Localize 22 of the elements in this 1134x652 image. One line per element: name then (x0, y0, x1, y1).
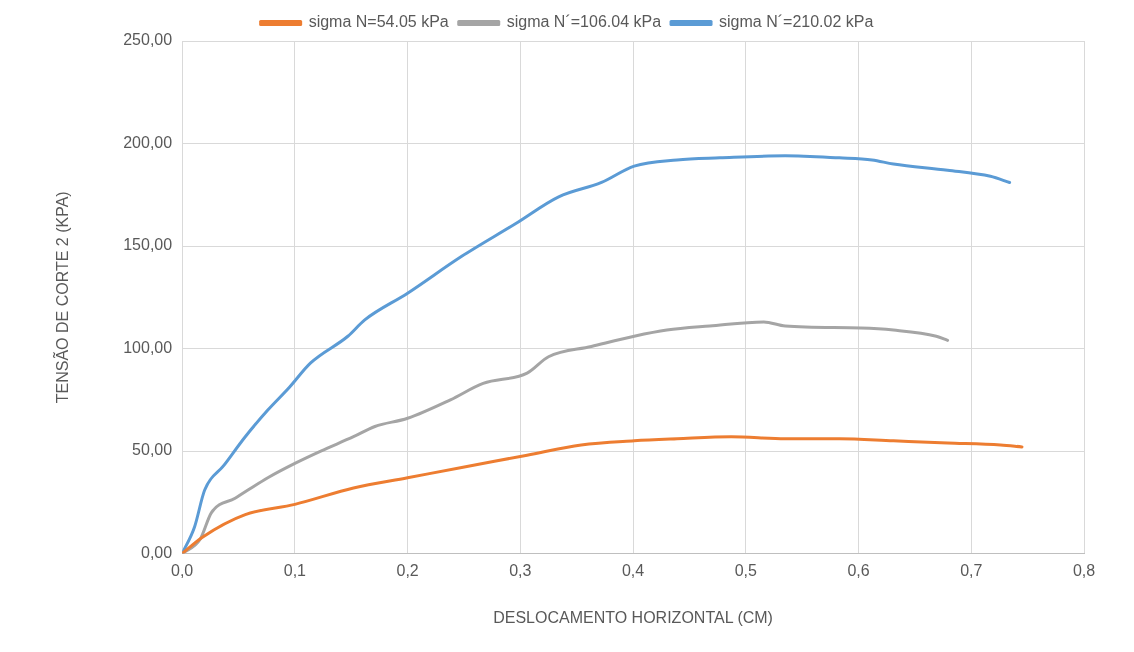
line-series (182, 435, 1024, 554)
y-tick-label: 150,00 (123, 236, 173, 254)
y-tick-label: 100,00 (123, 338, 173, 356)
y-axis-title: TENSÃO DE CORTE 2 (KPA) (52, 191, 72, 404)
x-axis-title: DESLOCAMENTO HORIZONTAL (CM) (493, 608, 773, 626)
x-tick-label: 0,5 (734, 561, 758, 579)
x-tick-label: 0,0 (171, 561, 194, 579)
x-tick-label: 0,7 (960, 561, 983, 579)
y-tick-label: 50,00 (132, 441, 173, 459)
y-tick-label: 200,00 (123, 133, 173, 151)
legend-label: sigma N´=210.02 kPa (719, 13, 874, 31)
y-tick-label: 0,00 (141, 544, 173, 562)
x-tick-label: 0,1 (283, 561, 307, 579)
x-tick-label: 0,6 (847, 561, 870, 579)
x-tick-label: 0,8 (1072, 561, 1096, 579)
legend-label: sigma N=54.05 kPa (308, 13, 449, 31)
legend-label: sigma N´=106.04 kPa (506, 13, 662, 31)
x-tick-label: 0,4 (621, 561, 645, 579)
x-tick-label: 0,3 (509, 561, 532, 579)
y-tick-label: 250,00 (123, 31, 173, 49)
line-series (182, 154, 1012, 554)
x-tick-label: 0,2 (396, 561, 419, 579)
